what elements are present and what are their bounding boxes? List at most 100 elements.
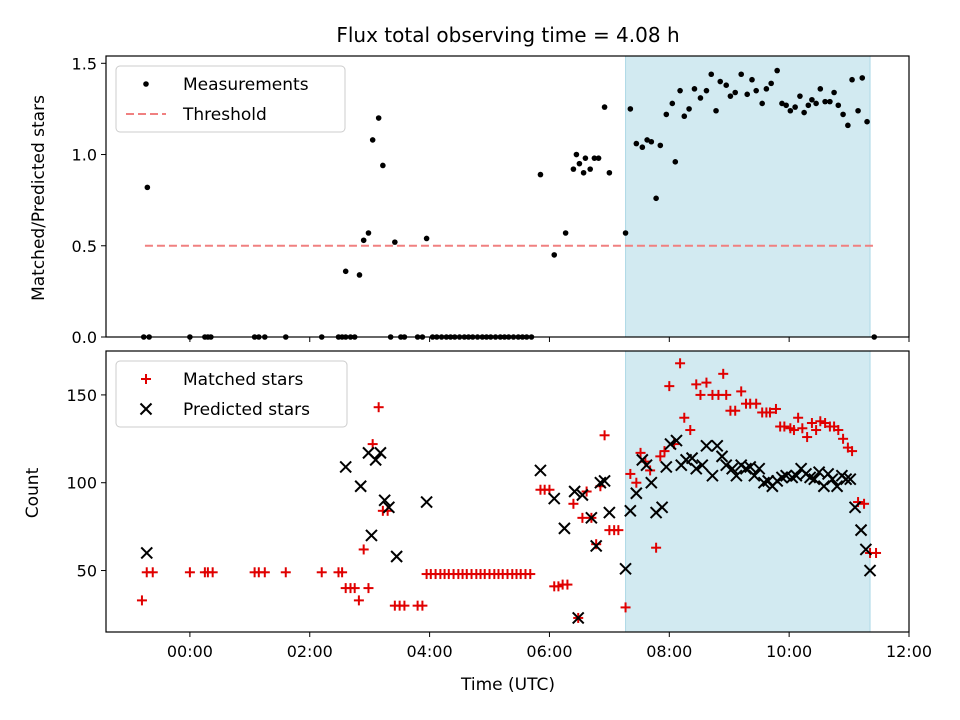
- data-point: [655, 451, 666, 462]
- axes-frame: [105, 350, 910, 633]
- data-point: [663, 111, 670, 118]
- data-point: [752, 462, 766, 475]
- data-point: [833, 425, 844, 436]
- data-point: [653, 195, 659, 202]
- legend-marker: [139, 402, 153, 416]
- data-point: [691, 379, 702, 390]
- data-point: [620, 602, 631, 613]
- data-point: [587, 166, 593, 172]
- data-point: [720, 458, 733, 472]
- observing-window: [625, 55, 871, 338]
- data-point: [708, 71, 715, 78]
- legend-label: Matched stars: [183, 370, 303, 390]
- data-point: [349, 583, 360, 594]
- data-point: [770, 403, 781, 414]
- data-point: [717, 78, 724, 85]
- legend-marker: [143, 81, 149, 87]
- y-tick-label: 0.0: [72, 328, 97, 347]
- data-point: [207, 567, 218, 578]
- data-point: [591, 155, 598, 161]
- data-point: [645, 465, 656, 476]
- data-point: [606, 169, 613, 176]
- data-point: [721, 389, 732, 400]
- x-tick-label: 12:00: [886, 642, 932, 661]
- data-point: [848, 501, 862, 514]
- data-point: [802, 432, 813, 443]
- data-point: [363, 583, 374, 594]
- data-point: [562, 579, 573, 590]
- data-point: [835, 102, 842, 109]
- data-point: [774, 67, 780, 74]
- data-point: [572, 611, 585, 625]
- data-point: [598, 474, 611, 488]
- data-point: [813, 100, 819, 107]
- data-point: [838, 433, 849, 444]
- data-point: [601, 104, 608, 110]
- data-point: [859, 75, 866, 81]
- counts-panel: 50 100 150 00:00 02:00 04:00 06:00 08:00 10:00 12…: [66, 350, 932, 661]
- data-point: [423, 235, 430, 242]
- counts-y-axis-label: Count: [23, 467, 43, 518]
- predicted-stars-series: [140, 434, 877, 625]
- data-point: [537, 171, 544, 178]
- data-point: [378, 494, 391, 507]
- data-point: [589, 539, 603, 553]
- data-point: [365, 230, 372, 236]
- data-point: [184, 567, 195, 578]
- data-point: [651, 542, 662, 553]
- data-point: [847, 446, 858, 457]
- data-point: [633, 140, 640, 147]
- data-point: [840, 111, 846, 118]
- data-point: [809, 96, 815, 103]
- data-point: [711, 439, 724, 453]
- data-point: [392, 239, 398, 245]
- data-point: [660, 460, 673, 474]
- legend: Matched stars Predicted stars: [115, 360, 348, 428]
- x-tick-label: 06:00: [526, 642, 572, 661]
- data-point: [730, 469, 743, 482]
- data-point: [792, 104, 798, 110]
- data-point: [622, 230, 629, 236]
- data-point: [839, 472, 853, 486]
- ratio-panel: 0.0 0.5 1.0 1.5 Measurements Threshold: [72, 54, 910, 347]
- data-point: [726, 462, 739, 475]
- data-point: [817, 86, 824, 92]
- data-point: [627, 106, 634, 112]
- data-point: [677, 87, 683, 94]
- data-point: [624, 504, 637, 518]
- data-point: [701, 377, 712, 388]
- data-point: [706, 469, 719, 482]
- data-point: [713, 107, 719, 114]
- data-point: [863, 564, 877, 577]
- data-point: [764, 407, 775, 418]
- data-point: [382, 501, 396, 514]
- data-point: [259, 567, 270, 578]
- data-point: [659, 446, 670, 457]
- data-point: [864, 118, 870, 125]
- data-point: [369, 137, 376, 143]
- data-point: [603, 506, 616, 519]
- data-point: [356, 272, 363, 278]
- data-point: [679, 412, 690, 423]
- data-point: [573, 151, 580, 158]
- data-point: [855, 107, 861, 114]
- data-point: [686, 106, 692, 112]
- data-point: [849, 76, 855, 83]
- y-tick-label: 100: [66, 474, 97, 493]
- x-tick-label: 04:00: [407, 642, 453, 661]
- data-point: [669, 100, 676, 107]
- data-point: [342, 268, 349, 275]
- data-point: [790, 469, 803, 482]
- data-point: [859, 498, 870, 509]
- data-point: [353, 595, 364, 606]
- data-point: [568, 485, 581, 498]
- data-point: [576, 488, 589, 502]
- legend-box: [115, 65, 346, 133]
- data-point: [144, 184, 151, 191]
- data-point: [551, 252, 558, 258]
- data-point: [730, 405, 741, 416]
- data-point: [147, 567, 158, 578]
- data-point: [639, 144, 646, 151]
- data-point: [630, 487, 643, 500]
- data-point: [280, 567, 291, 578]
